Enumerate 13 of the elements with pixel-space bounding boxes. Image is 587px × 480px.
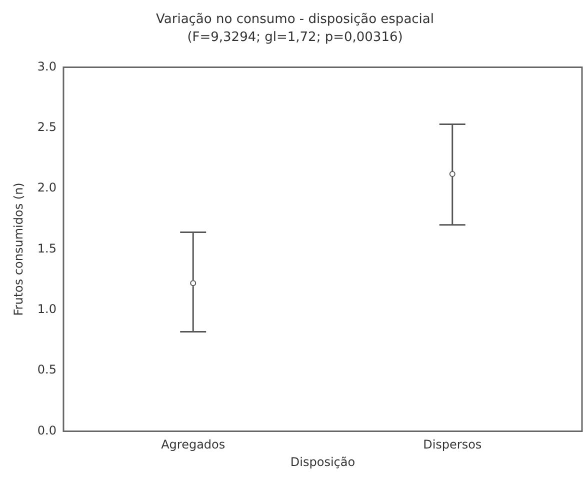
- chart-subtitle: (F=9,3294; gl=1,72; p=0,00316): [187, 30, 403, 45]
- x-axis-title: Disposição: [290, 454, 356, 469]
- y-tick-label: 1.5: [37, 241, 56, 256]
- x-tick-label: Agregados: [161, 438, 226, 452]
- y-tick-label: 0.0: [37, 423, 56, 438]
- chart-title: Variação no consumo - disposição espacial: [156, 12, 434, 28]
- y-tick-label: 2.5: [37, 120, 56, 134]
- y-tick-label: 1.0: [37, 302, 56, 316]
- x-tick-label: Dispersos: [423, 438, 482, 452]
- y-tick-label: 2.0: [37, 180, 56, 195]
- y-tick-label: 0.5: [37, 362, 56, 377]
- y-tick-label: 3.0: [37, 59, 56, 74]
- y-axis-title: Frutos consumidos (n): [11, 182, 26, 316]
